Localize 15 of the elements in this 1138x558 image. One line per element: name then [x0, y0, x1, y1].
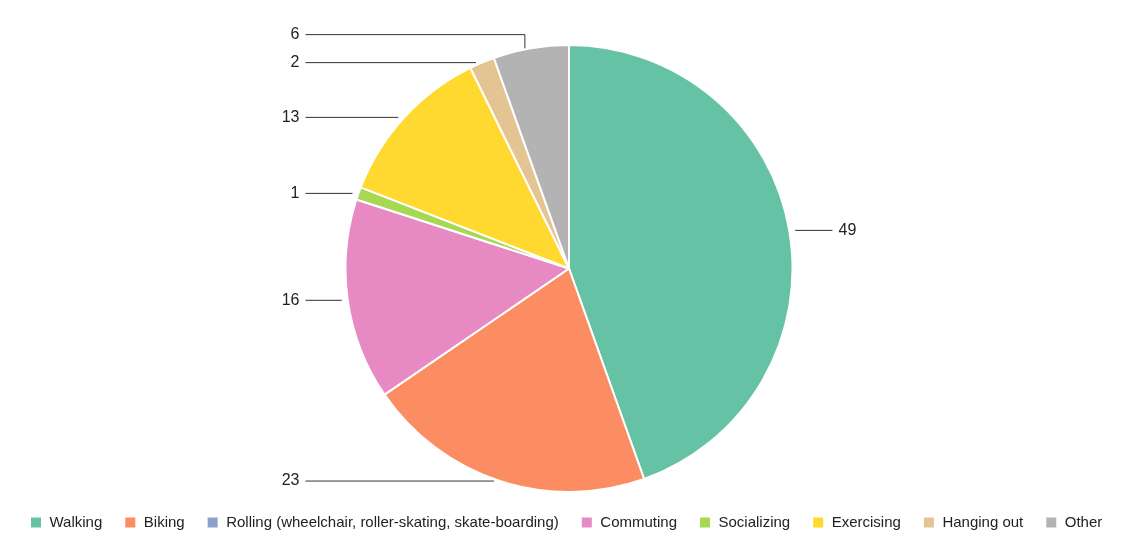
- legend-label: Biking: [143, 512, 185, 530]
- legend-label: Socializing: [718, 512, 791, 530]
- data-label: 6: [290, 25, 300, 43]
- legend-label: Exercising: [831, 512, 901, 530]
- legend-label: Commuting: [600, 512, 677, 530]
- data-label: 13: [281, 107, 300, 125]
- data-label: 16: [281, 290, 300, 308]
- data-label: 1: [290, 183, 300, 201]
- legend-label: Walking: [49, 512, 103, 530]
- legend-label: Rolling (wheelchair, roller-skating, skate-boarding): [226, 512, 559, 530]
- data-label: 2: [290, 53, 300, 71]
- data-label: 23: [281, 471, 300, 489]
- legend-label: Hanging out: [942, 512, 1025, 530]
- data-label: 49: [838, 220, 857, 238]
- legend-label: Other: [1064, 512, 1103, 530]
